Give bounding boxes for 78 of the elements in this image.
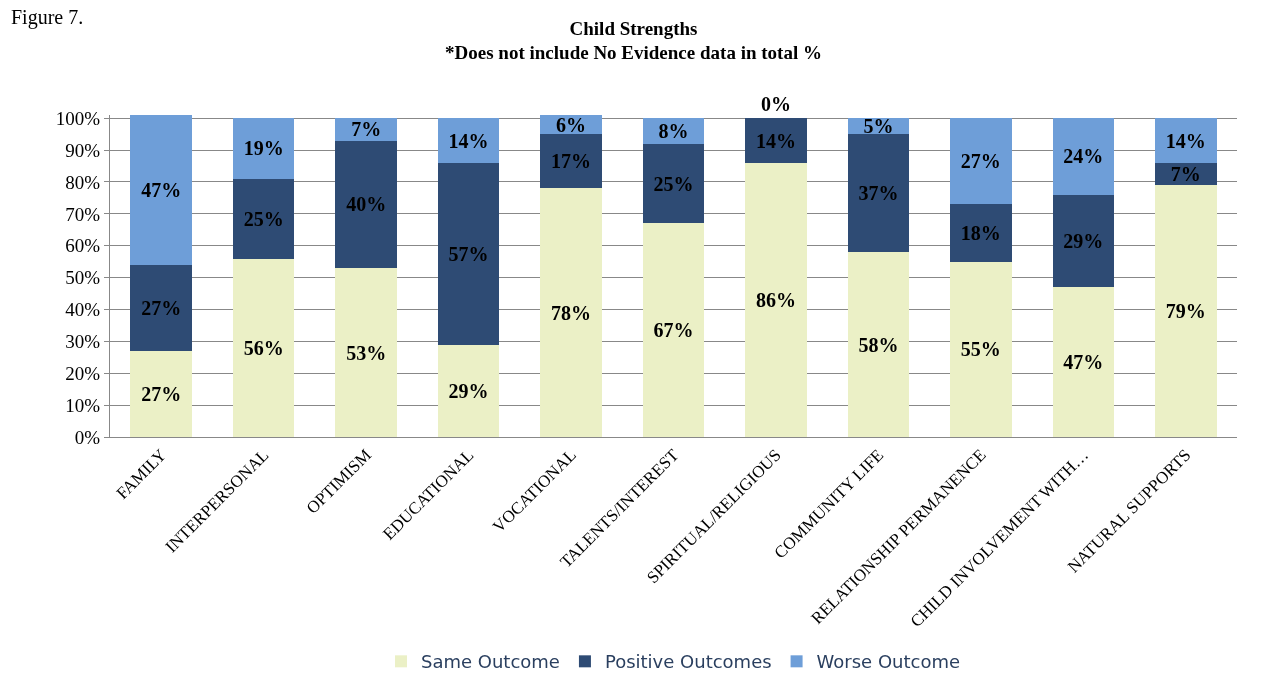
data-label: 47% — [1063, 351, 1104, 374]
data-label: 78% — [551, 301, 592, 324]
data-label: 17% — [551, 150, 592, 173]
bar — [437, 162, 500, 345]
bar — [232, 178, 295, 259]
legend-label: Worse Outcome — [816, 651, 961, 673]
data-label: 0% — [760, 93, 791, 116]
data-label: 8% — [658, 119, 689, 142]
data-label: 29% — [448, 379, 489, 402]
bar — [847, 134, 910, 253]
data-label: 25% — [653, 172, 694, 195]
y-tick-label: 100% — [55, 107, 101, 129]
data-label: 55% — [960, 338, 1001, 361]
bar — [232, 258, 295, 438]
bar — [540, 188, 602, 438]
chart-subtitle: *Does not include No Evidence data in total % — [445, 42, 822, 64]
data-label: 14% — [755, 129, 796, 152]
data-label: 27% — [141, 383, 182, 406]
data-label: 27% — [960, 150, 1001, 173]
bar — [540, 134, 602, 189]
y-tick-label: 80% — [65, 171, 101, 193]
caption: Figure 7. — [11, 6, 84, 29]
data-label: 24% — [1063, 145, 1104, 168]
bar — [642, 143, 705, 224]
bar — [950, 261, 1012, 438]
bar — [1052, 194, 1115, 288]
bar — [847, 252, 910, 438]
bar — [1155, 118, 1217, 163]
bar — [950, 118, 1012, 205]
data-label: 7% — [351, 118, 382, 141]
data-label: 86% — [755, 288, 796, 311]
data-label: 27% — [141, 296, 182, 319]
data-label: 6% — [556, 113, 587, 136]
bar — [437, 344, 500, 438]
data-label: 29% — [1063, 229, 1104, 252]
data-label: 58% — [858, 333, 899, 356]
bar — [130, 115, 192, 265]
data-label: 18% — [960, 222, 1001, 245]
data-label: 19% — [243, 137, 284, 160]
y-tick-label: 30% — [65, 331, 101, 353]
bar — [335, 268, 397, 438]
data-label: 57% — [448, 242, 489, 265]
data-label: 5% — [863, 115, 894, 138]
y-tick-label: 0% — [74, 426, 101, 448]
bar — [1052, 287, 1115, 438]
legend-label: Same Outcome — [421, 651, 560, 673]
bar — [232, 118, 295, 179]
y-tick-label: 40% — [65, 299, 101, 321]
data-label: 79% — [1165, 300, 1206, 323]
bar — [1052, 118, 1115, 195]
data-label: 47% — [141, 178, 182, 201]
y-tick-label: 10% — [65, 394, 101, 416]
bar — [335, 140, 397, 269]
chart-title: Child Strengths — [569, 17, 698, 39]
bar — [950, 204, 1012, 262]
data-label: 53% — [346, 341, 387, 364]
legend-label: Positive Outcomes — [604, 651, 772, 673]
data-label: 14% — [448, 129, 489, 152]
data-label: 37% — [858, 182, 899, 205]
data-label: 7% — [1170, 163, 1201, 185]
data-label: 25% — [243, 207, 284, 230]
y-tick-label: 90% — [65, 139, 101, 161]
bar — [745, 162, 807, 438]
data-label: 67% — [653, 319, 694, 342]
data-label: 14% — [1165, 129, 1206, 152]
data-label: 56% — [243, 336, 284, 359]
bar — [335, 118, 397, 141]
y-tick-label: 60% — [65, 235, 101, 257]
data-label: 40% — [346, 193, 387, 216]
y-tick-label: 20% — [65, 362, 101, 384]
bar — [130, 264, 192, 352]
bar — [130, 351, 192, 438]
bar — [745, 118, 807, 163]
y-tick-label: 70% — [65, 203, 101, 225]
y-tick-label: 50% — [65, 267, 101, 289]
bar — [437, 118, 500, 163]
bar — [642, 223, 705, 438]
bar — [1155, 185, 1217, 438]
